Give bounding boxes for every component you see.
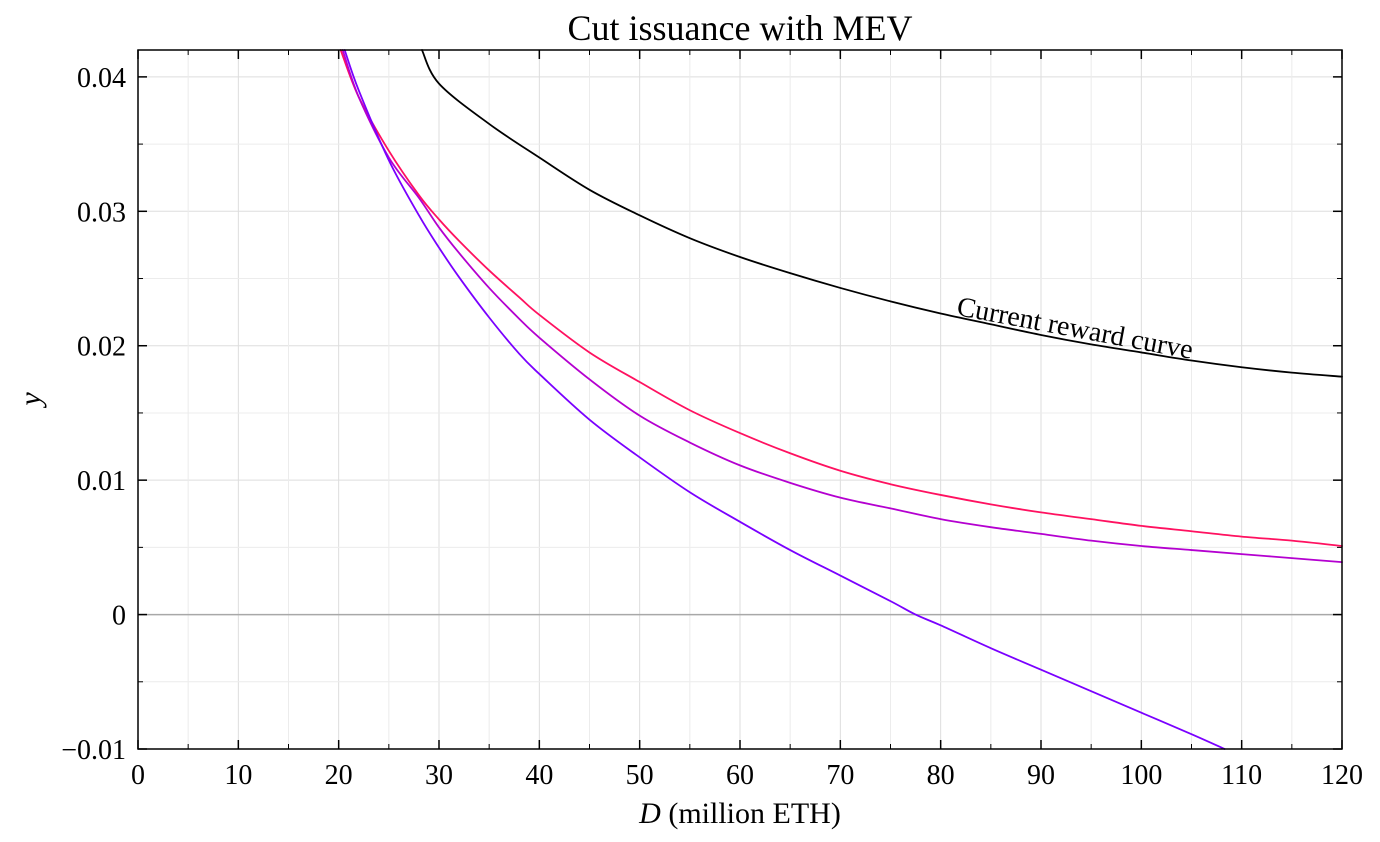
- x-tick-label: 80: [927, 760, 955, 791]
- x-tick-label: 60: [726, 760, 754, 791]
- y-tick-label: 0: [112, 601, 126, 632]
- y-tick-label: 0.03: [77, 197, 126, 228]
- x-tick-label: 0: [131, 760, 145, 791]
- grid-minor: [138, 50, 1342, 749]
- x-tick-label: 100: [1120, 760, 1162, 791]
- x-tick-label: 120: [1321, 760, 1363, 791]
- y-tick-label: −0.01: [61, 735, 126, 766]
- series-line-1: [421, 49, 1343, 378]
- x-tick-label: 90: [1027, 760, 1055, 791]
- x-axis-label-symbol: D: [638, 797, 661, 830]
- x-tick-label: 20: [325, 760, 353, 791]
- y-tick-label: 0.02: [77, 332, 126, 363]
- y-tick-label: 0.01: [77, 466, 126, 497]
- y-axis-label: y: [14, 392, 47, 409]
- tick-labels-group: 0 10 20 30 40 50 60 70 80 90 100 110 120−0.0100.010.…: [61, 63, 1363, 791]
- chart-title: Cut issuance with MEV: [568, 8, 913, 48]
- x-tick-label: 110: [1221, 760, 1262, 791]
- series-line-4: [343, 49, 1226, 750]
- x-tick-label: 50: [626, 760, 654, 791]
- x-tick-label: 70: [826, 760, 854, 791]
- ticks-group: [137, 50, 1343, 750]
- y-tick-label: 0.04: [77, 63, 126, 94]
- x-axis-label: D (million ETH): [638, 797, 841, 830]
- series-group: [339, 49, 1343, 750]
- x-tick-label: 40: [525, 760, 553, 791]
- series-line-3: [341, 49, 1343, 564]
- x-axis-label-rest: (million ETH): [661, 797, 841, 830]
- series-line-2: [339, 49, 1343, 547]
- grid-major: [137, 50, 1343, 750]
- x-tick-label: 10: [224, 760, 252, 791]
- x-tick-label: 30: [425, 760, 453, 791]
